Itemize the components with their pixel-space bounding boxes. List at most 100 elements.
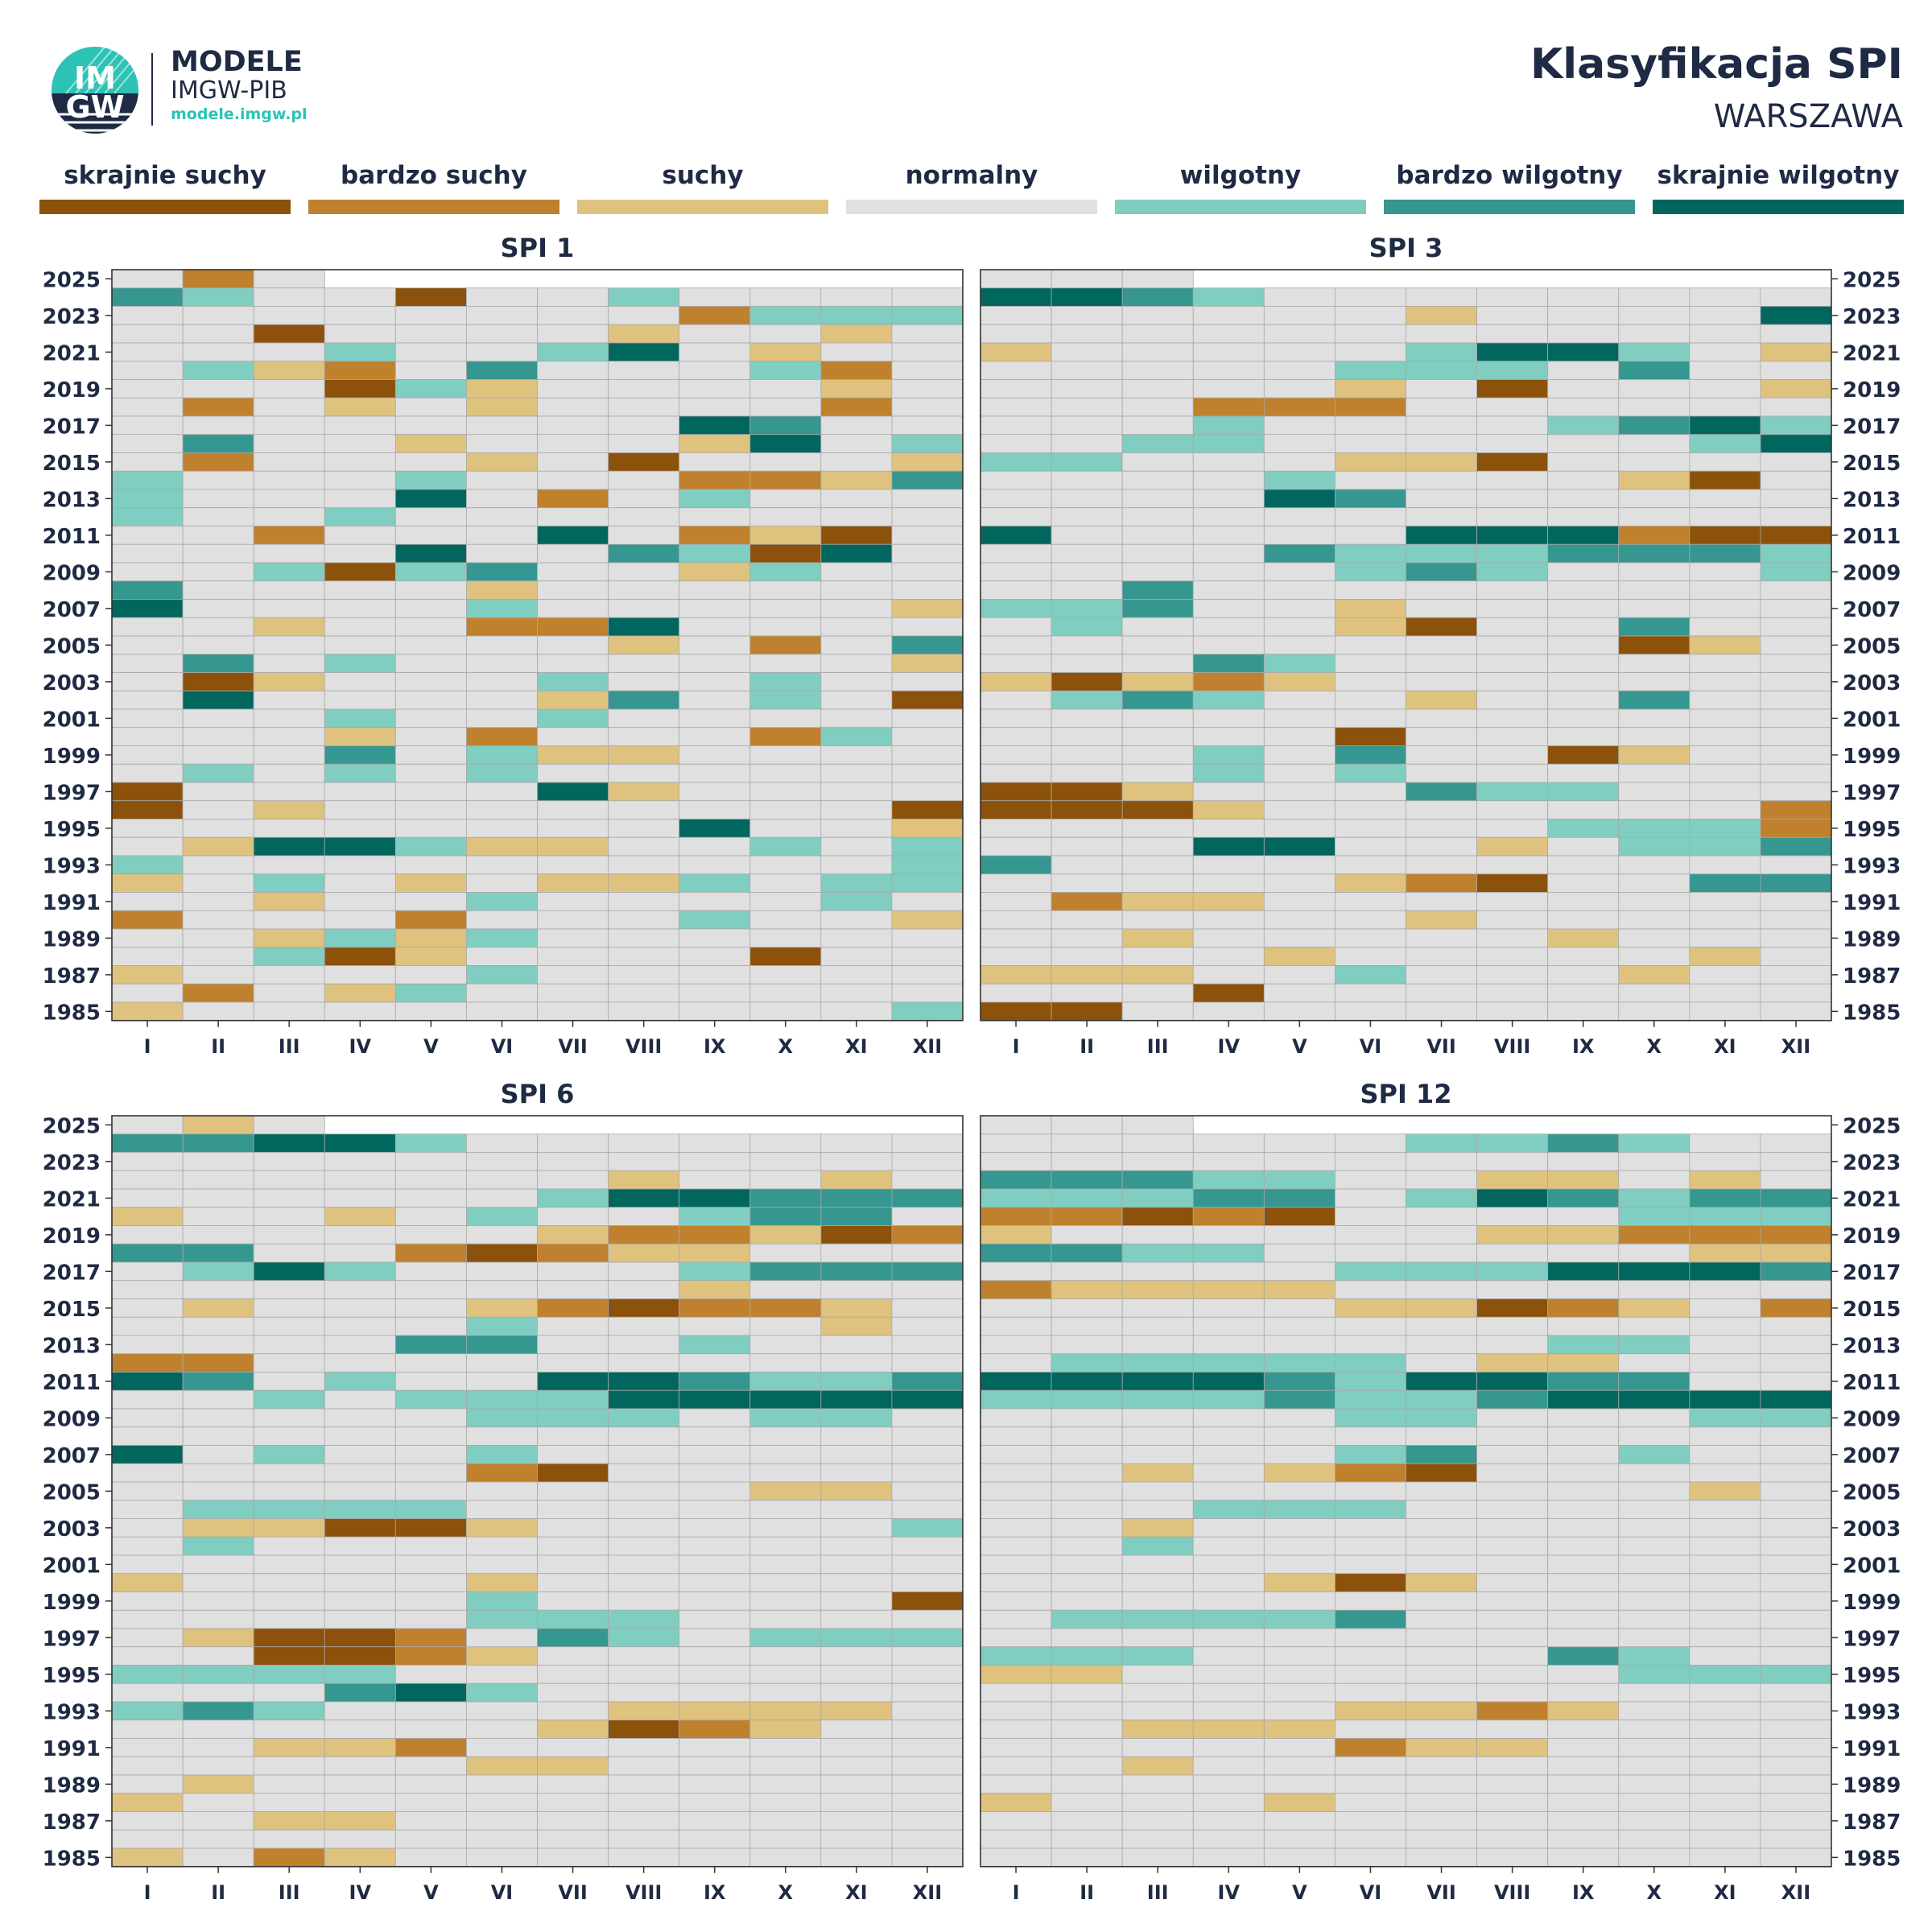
heatmap-cell [980,1389,1052,1410]
heatmap-cell [253,489,325,509]
heatmap-cell [1760,873,1832,893]
heatmap-cell [1618,379,1690,398]
heatmap-cell [1263,1738,1335,1757]
heatmap-cell [1618,1536,1690,1556]
heatmap-cell [1051,1591,1123,1611]
heatmap-cell [679,1738,751,1757]
heatmap-panel-spi-3: SPI 320252023202120192017201520132011200… [980,233,1901,1058]
heatmap-cell [749,1628,822,1648]
heatmap-cell [182,1463,254,1483]
heatmap-cell [1121,983,1194,1003]
heatmap-cell [891,1133,964,1153]
heatmap-cell [1121,1353,1194,1373]
heatmap-cell [1192,1207,1265,1226]
heatmap-cell [1406,1225,1477,1245]
heatmap-cell [980,342,1052,362]
heatmap-cell [749,1335,822,1355]
heatmap-cell [679,1682,751,1703]
heatmap-cell [1476,361,1549,380]
heatmap-cell [980,672,1052,691]
heatmap-cell [1051,1280,1123,1299]
heatmap-cell [1335,1536,1406,1556]
heatmap-cell [1406,1811,1477,1831]
heatmap-cell [608,562,680,582]
heatmap-cell [1476,855,1549,875]
heatmap-cell [608,1701,680,1721]
heatmap-cell [608,1481,680,1501]
heatmap-cell [394,928,467,948]
heatmap-cell [1406,836,1477,857]
heatmap-cell [820,434,893,453]
heatmap-cell [1192,306,1265,325]
heatmap-cell [1618,782,1690,802]
heatmap-cell [324,1628,396,1648]
heatmap-cell [1406,617,1477,637]
heatmap-cell [1192,1536,1265,1556]
heatmap-cell [1121,873,1194,893]
heatmap-cell [891,1646,964,1666]
heatmap-cell [980,1682,1052,1703]
heatmap-cell [1547,434,1620,453]
heatmap-cell [1476,306,1549,325]
heatmap-cell [253,1738,325,1757]
heatmap-cell [1760,1829,1832,1849]
heatmap-cell [980,324,1052,344]
legend-label: wilgotny [1179,161,1302,190]
heatmap-cell [749,1847,822,1868]
heatmap-cell [182,617,254,637]
heatmap-cell [679,599,751,618]
heatmap-cell [1760,654,1832,673]
heatmap-cell [1547,1481,1620,1501]
heatmap-cell [466,1170,538,1190]
heatmap-cell [820,1518,893,1538]
heatmap-cell [324,1243,396,1263]
heatmap-cell [1406,708,1477,729]
heatmap-cell [820,836,893,857]
heatmap-cell [111,1445,184,1464]
y-tick-label: 2017 [43,415,101,439]
heatmap-cell [1406,819,1477,838]
heatmap-cell [891,415,964,436]
heatmap-cell [537,1847,609,1868]
heatmap-cell [1476,470,1549,490]
y-tick-label: 1987 [43,1810,101,1835]
heatmap-cell [253,800,325,819]
heatmap-cell [820,562,893,582]
heatmap-cell [1476,763,1549,783]
heatmap-cell [1051,690,1123,710]
heatmap-cell [679,708,751,729]
heatmap-cell [980,1591,1052,1611]
heatmap-cell [182,1133,254,1153]
heatmap-cell [466,306,538,325]
heatmap-cell [324,1225,396,1245]
heatmap-cell [1263,617,1335,637]
heatmap-cell [182,361,254,380]
heatmap-cell [466,690,538,710]
heatmap-cell [111,1353,184,1373]
heatmap-cell [1760,287,1832,307]
heatmap-cell [1689,324,1761,344]
heatmap-cell [1121,1133,1194,1153]
legend-label: skrajnie wilgotny [1657,161,1900,190]
heatmap-cell [608,800,680,819]
heatmap-cell [1618,690,1690,710]
heatmap-cell [679,763,751,783]
heatmap-cell [1618,1372,1690,1391]
heatmap-cell [1335,452,1406,472]
heatmap-cell [537,1316,609,1336]
heatmap-cell [1192,489,1265,509]
heatmap-cell [182,452,254,472]
heatmap-cell [1760,1463,1832,1483]
heatmap-cell [537,1609,609,1629]
x-tick-label: IX [704,1035,726,1058]
heatmap-cell [1051,1261,1123,1282]
heatmap-cell [1051,910,1123,930]
heatmap-cell [1476,1152,1549,1171]
heatmap-cell [1547,855,1620,875]
heatmap-cell [820,873,893,893]
heatmap-cell [679,635,751,655]
heatmap-cell [324,1298,396,1318]
heatmap-cell [324,1280,396,1299]
legend-item-bardzo-suchy: bardzo suchy [308,161,559,214]
heatmap-cell [324,1001,396,1022]
